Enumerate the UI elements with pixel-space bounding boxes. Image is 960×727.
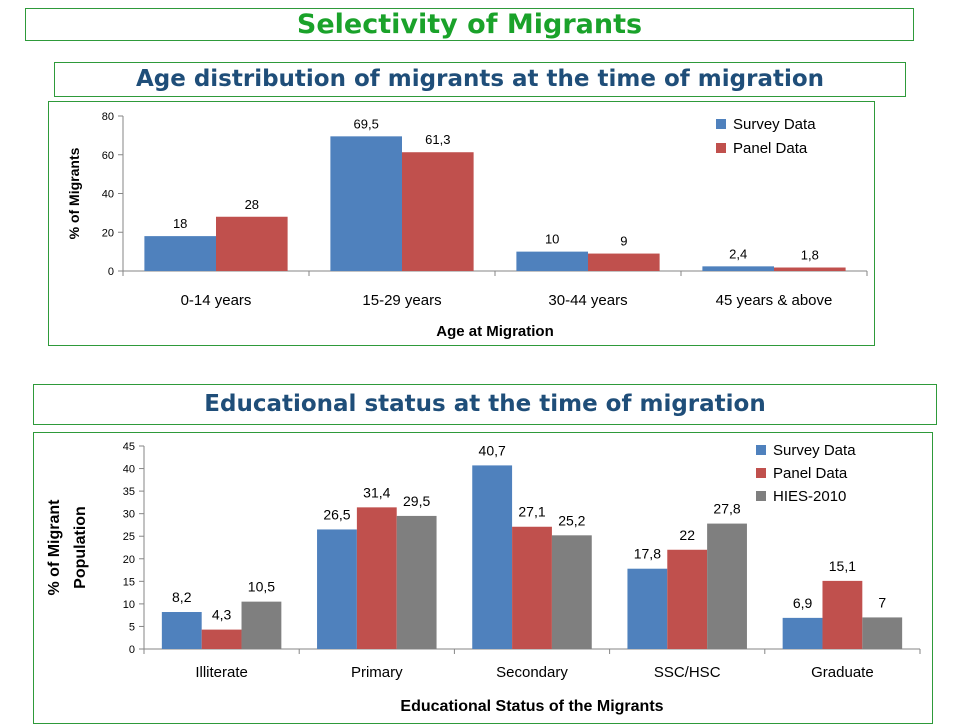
bar-hies-2010 [396, 515, 437, 649]
y-tick-label: 0 [129, 644, 135, 656]
y-tick-label: 0 [108, 266, 114, 278]
y-tick-label: 20 [102, 227, 114, 239]
y-tick-label: 40 [123, 464, 135, 476]
bar-survey-data [144, 236, 216, 271]
x-tick-label: 0-14 years [181, 292, 252, 309]
bar-survey-data [317, 529, 357, 649]
bar-survey-data [330, 136, 402, 271]
bar-panel-data [512, 526, 552, 649]
data-label: 6,9 [793, 595, 813, 611]
y-tick-label: 10 [123, 599, 135, 611]
x-tick-label: 30-44 years [548, 292, 627, 309]
x-axis-title: Educational Status of the Migrants [400, 698, 663, 715]
data-label: 31,4 [363, 484, 390, 500]
legend-swatch [716, 143, 726, 153]
legend-swatch [716, 119, 726, 129]
education-chart: 0 5 10 15 20 25 30 35 40 45 8,2 4,3 10,5 Illiterate 26… [46, 441, 921, 715]
y-tick-label: 15 [123, 576, 135, 588]
x-tick-label: Primary [351, 664, 403, 681]
x-tick-label: SSC/HSC [654, 664, 721, 681]
data-label: 1,8 [801, 248, 819, 263]
data-label: 9 [620, 234, 627, 249]
data-label: 40,7 [479, 442, 506, 458]
data-label: 22 [679, 527, 695, 543]
data-label: 15,1 [829, 558, 856, 574]
bar-panel-data [201, 629, 242, 649]
bar-hies-2010 [241, 601, 282, 649]
legend-swatch [756, 468, 766, 478]
legend-label: Panel Data [733, 140, 808, 157]
bar-hies-2010 [551, 535, 592, 649]
data-label: 61,3 [425, 132, 450, 147]
legend-label: Survey Data [733, 116, 816, 133]
y-tick-label: 60 [102, 150, 114, 162]
data-label: 10 [545, 232, 559, 247]
x-tick-label: 15-29 years [362, 292, 441, 309]
x-tick-label: 45 years & above [716, 292, 833, 309]
bar-survey-data [161, 612, 202, 649]
data-label: 10,5 [248, 579, 275, 595]
y-tick-label: 35 [123, 486, 135, 498]
y-axis-title: Population [72, 506, 89, 589]
x-tick-label: Illiterate [195, 664, 248, 681]
y-tick-label: 40 [102, 189, 114, 201]
data-label: 28 [245, 197, 259, 212]
y-tick-label: 45 [123, 441, 135, 453]
main-title: Selectivity of Migrants [25, 8, 914, 41]
age-chart-container: 0 20 40 60 80 18 28 0-14 years 69,5 61,3 15-29 yea… [48, 101, 875, 346]
y-axis-title: % of Migrant [46, 499, 63, 596]
bar-survey-data [702, 266, 774, 271]
data-label: 26,5 [323, 506, 350, 522]
bar-panel-data [774, 267, 846, 271]
data-label: 27,8 [713, 501, 740, 517]
bar-panel-data [216, 216, 288, 271]
data-label: 17,8 [634, 546, 661, 562]
y-tick-label: 80 [102, 111, 114, 123]
data-label: 2,4 [729, 246, 747, 261]
legend-label: Survey Data [773, 442, 856, 459]
bar-panel-data [356, 507, 397, 649]
x-tick-label: Graduate [811, 664, 874, 681]
bar-panel-data [667, 549, 708, 649]
data-label: 69,5 [354, 116, 379, 131]
bar-hies-2010 [707, 523, 747, 649]
x-tick-label: Secondary [496, 664, 568, 681]
bar-panel-data [588, 253, 660, 271]
bar-hies-2010 [862, 617, 903, 649]
data-label: 8,2 [172, 589, 192, 605]
legend-label: HIES-2010 [773, 488, 846, 505]
chart1-title: Age distribution of migrants at the time… [54, 62, 906, 97]
x-axis-title: Age at Migration [436, 323, 554, 340]
data-label: 27,1 [518, 504, 545, 520]
data-label: 25,2 [558, 512, 585, 528]
legend-label: Panel Data [773, 465, 848, 482]
chart2-title: Educational status at the time of migrat… [33, 384, 937, 425]
y-tick-label: 5 [129, 621, 135, 633]
data-label: 29,5 [403, 493, 430, 509]
bar-panel-data [402, 152, 474, 271]
data-label: 18 [173, 216, 187, 231]
data-label: 4,3 [212, 607, 232, 623]
bar-survey-data [627, 568, 668, 649]
age-chart: 0 20 40 60 80 18 28 0-14 years 69,5 61,3 15-29 yea… [66, 111, 868, 340]
education-chart-container: 0 5 10 15 20 25 30 35 40 45 8,2 4,3 10,5 Illiterate 26… [33, 432, 933, 724]
y-axis-title: % of Migrants [66, 147, 82, 239]
y-tick-label: 30 [123, 509, 135, 521]
bar-survey-data [782, 617, 823, 649]
legend-swatch [756, 491, 766, 501]
data-label: 7 [878, 594, 886, 610]
bar-panel-data [822, 580, 863, 649]
y-tick-label: 25 [123, 531, 135, 543]
bar-survey-data [516, 251, 588, 271]
legend-swatch [756, 445, 766, 455]
bar-survey-data [472, 465, 513, 649]
y-tick-label: 20 [123, 554, 135, 566]
